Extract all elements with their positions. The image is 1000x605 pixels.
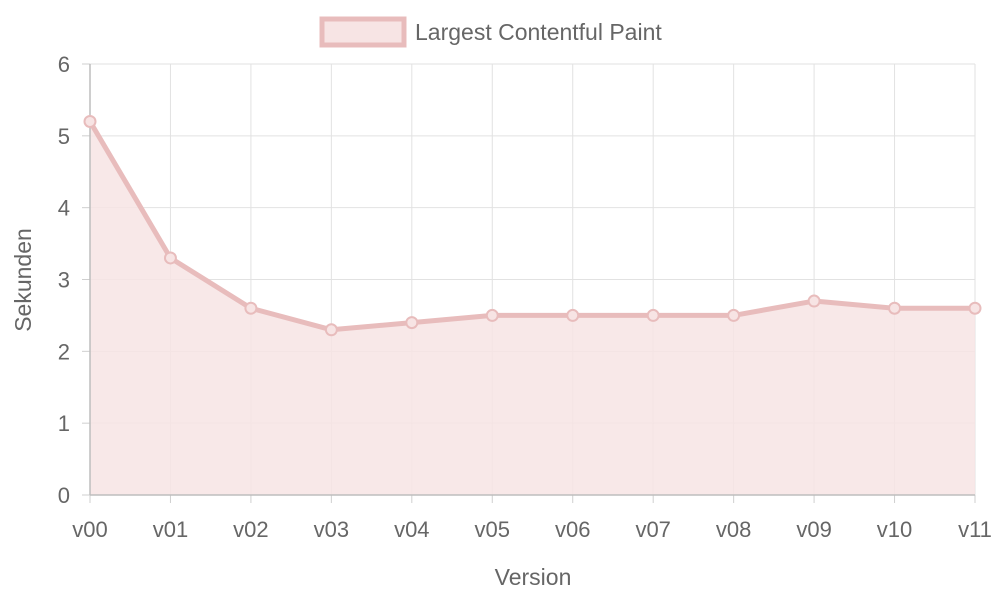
data-point[interactable] [646,308,660,322]
legend-label[interactable]: Largest Contentful Paint [415,19,662,45]
x-tick-label: v05 [475,517,510,542]
data-point[interactable] [485,308,499,322]
x-tick-label: v09 [796,517,831,542]
y-tick-label: 3 [58,268,70,293]
legend[interactable]: Largest Contentful Paint [319,16,662,48]
series-area [90,121,975,495]
x-tick-label: v04 [394,517,429,542]
y-tick-label: 4 [58,196,70,221]
x-tick-label: v08 [716,517,751,542]
series-line-layer [87,118,978,333]
data-point[interactable] [727,308,741,322]
data-point[interactable] [405,316,419,330]
x-tick-label: v10 [877,517,912,542]
x-tick-label: v03 [314,517,349,542]
x-tick-label: v00 [72,517,107,542]
data-point[interactable] [807,294,821,308]
y-tick-label: 0 [58,483,70,508]
data-point[interactable] [244,301,258,315]
data-point[interactable] [968,301,982,315]
x-tick-label: v07 [635,517,670,542]
data-point[interactable] [163,251,177,265]
y-tick-label: 5 [58,124,70,149]
x-tick-label: v06 [555,517,590,542]
y-tick-labels: 0 1 2 3 4 5 6 [58,52,70,508]
x-tick-label: v02 [233,517,268,542]
area-fill-layer [90,121,975,495]
y-tick-label: 2 [58,339,70,364]
data-point[interactable] [888,301,902,315]
series-line [87,118,978,333]
x-axis-title: Version [495,564,572,590]
data-point[interactable] [83,114,97,128]
legend-swatch[interactable] [319,16,407,48]
x-tick-label: v11 [958,517,992,542]
y-tick-label: 1 [58,411,70,436]
y-axis-title: Sekunden [10,228,36,332]
x-tick-labels: v00 v01 v02 v03 v04 v05 v06 v07 v08 v09 v10 v11 [72,517,992,542]
data-point[interactable] [566,308,580,322]
axes [82,63,976,503]
y-tick-label: 6 [58,52,70,77]
data-points [83,114,982,337]
x-tick-label: v01 [153,517,188,542]
data-point[interactable] [324,323,338,337]
